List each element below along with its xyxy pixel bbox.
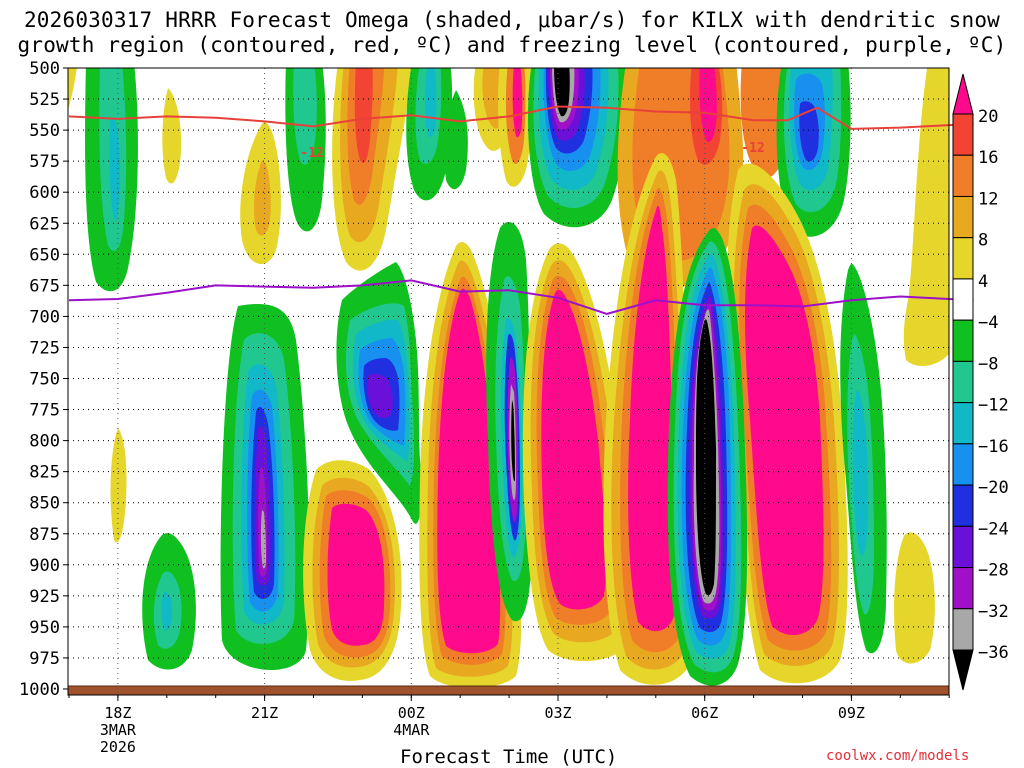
omega-cell-yellow-b: [110, 428, 127, 543]
omega-cell-06z-negative: [667, 228, 748, 686]
y-tick-label-775: 775: [29, 401, 60, 421]
contour-label-minus-12-b: -12: [741, 141, 764, 156]
dendritic-snow-contour-line: [68, 105, 974, 130]
x-tick-year-18Z: 2026: [100, 738, 136, 756]
x-axis-label: Forecast Time (UTC): [400, 746, 618, 768]
colorbar-swatch-13: [952, 608, 974, 651]
colorbar-swatch-5: [952, 278, 974, 321]
omega-cell-1830z-low: [142, 533, 196, 670]
colorbar-label: −16: [978, 437, 1009, 457]
omega-colorbar: 20 16 12 8 4 −4 −8 −12 −16 −20 −24 −28 −32 −36: [952, 73, 1009, 691]
pressure-axis: 500 525 550 575 600 625 650 675 700 725 750 775 800 8…: [19, 59, 68, 700]
y-tick-label-725: 725: [29, 338, 60, 358]
colorbar-top-arrow: [952, 73, 974, 115]
omega-cell-21z-upper: [240, 122, 281, 265]
y-tick-label-925: 925: [29, 587, 60, 607]
colorbar-label: −28: [978, 561, 1009, 581]
omega-cell-2330z-negative: [336, 262, 422, 524]
y-tick-label-750: 750: [29, 370, 60, 390]
colorbar-label: −36: [978, 643, 1009, 663]
colorbar-swatch-11: [952, 525, 974, 569]
x-tick-label-00Z: 00Z: [398, 704, 425, 722]
omega-cell-18z-upper: [85, 68, 138, 292]
colorbar-swatch-7: [952, 360, 974, 404]
colorbar-swatch-12: [952, 567, 974, 610]
omega-cell-10z-low-yellow: [894, 532, 935, 664]
omega-cell-edge-yellow: [68, 68, 77, 110]
omega-cell-03z-upper: [528, 68, 629, 228]
omega-cell-2230z-warm: [303, 460, 402, 681]
colorbar-swatch-10: [952, 484, 974, 527]
site-credit: coolwx.com/models: [826, 748, 970, 764]
omega-cell-22z-upper: [285, 68, 326, 232]
chart-title-line-2: growth region (contoured, red, ºC) and f…: [17, 33, 1007, 57]
omega-cell-00z-upper: [406, 68, 453, 201]
y-tick-label-825: 825: [29, 463, 60, 483]
y-tick-label-625: 625: [29, 214, 60, 234]
omega-cell-09z-green: [840, 263, 887, 654]
colorbar-swatch-2: [952, 154, 974, 197]
colorbar-label: −8: [978, 354, 998, 374]
y-tick-label-675: 675: [29, 276, 60, 296]
y-tick-label-900: 900: [29, 556, 60, 576]
contour-label-minus-12-a: -12: [300, 146, 323, 161]
y-tick-label-600: 600: [29, 183, 60, 203]
y-tick-label-650: 650: [29, 245, 60, 265]
colorbar-bottom-arrow: [952, 649, 974, 691]
omega-shading: [68, 68, 949, 695]
y-tick-label-850: 850: [29, 494, 60, 514]
omega-cell-02z-negative: [486, 222, 533, 622]
omega-cell-2330z-upper: [332, 68, 412, 271]
colorbar-label: 4: [978, 272, 988, 292]
colorbar-label: 8: [978, 231, 988, 251]
omega-cell-08z-upper: [776, 68, 851, 237]
x-tick-label-21Z: 21Z: [251, 704, 278, 722]
y-tick-label-800: 800: [29, 432, 60, 452]
y-tick-label-575: 575: [29, 152, 60, 172]
omega-cell-yellow-a: [162, 88, 182, 184]
colorbar-label: −24: [978, 519, 1009, 539]
colorbar-label: 20: [978, 107, 998, 127]
colorbar-label: −4: [978, 313, 998, 333]
colorbar-swatch-3: [952, 195, 974, 239]
colorbar-label: −12: [978, 396, 1009, 416]
colorbar-swatch-8: [952, 402, 974, 445]
x-tick-label-09Z: 09Z: [838, 704, 865, 722]
colorbar-swatch-1: [952, 113, 974, 156]
y-tick-label-975: 975: [29, 649, 60, 669]
x-tick-date-00Z: 4MAR: [393, 721, 430, 739]
x-tick-label-03Z: 03Z: [544, 704, 571, 722]
colorbar-swatch-6: [952, 319, 974, 362]
colorbar-swatch-9: [952, 443, 974, 486]
colorbar-label: −20: [978, 478, 1009, 498]
omega-cell-21z-column: [220, 303, 310, 671]
y-tick-label-950: 950: [29, 618, 60, 638]
colorbar-swatch-4: [952, 237, 974, 280]
y-tick-label-700: 700: [29, 307, 60, 327]
x-tick-label-18Z: 18Z: [104, 704, 131, 722]
y-tick-label-550: 550: [29, 121, 60, 141]
y-tick-label-525: 525: [29, 90, 60, 110]
colorbar-label: −32: [978, 602, 1009, 622]
x-tick-label-06Z: 06Z: [691, 704, 718, 722]
horizontal-gridlines: [68, 98, 949, 659]
colorbar-label: 16: [978, 148, 998, 168]
ground-surface: [68, 686, 949, 695]
chart-title-line-1: 2026030317 HRRR Forecast Omega (shaded, …: [23, 8, 1001, 32]
x-tick-date-18Z: 3MAR: [100, 721, 137, 739]
omega-cell-10z-yellow: [903, 68, 949, 366]
colorbar-label: 12: [978, 189, 998, 209]
y-tick-label-1000: 1000: [19, 680, 60, 700]
y-tick-label-875: 875: [29, 525, 60, 545]
y-tick-label-500: 500: [29, 59, 60, 79]
omega-cell-0030z-green: [444, 90, 468, 190]
freezing-level-contour-line: [68, 279, 974, 315]
plot-frame: [67, 67, 950, 696]
